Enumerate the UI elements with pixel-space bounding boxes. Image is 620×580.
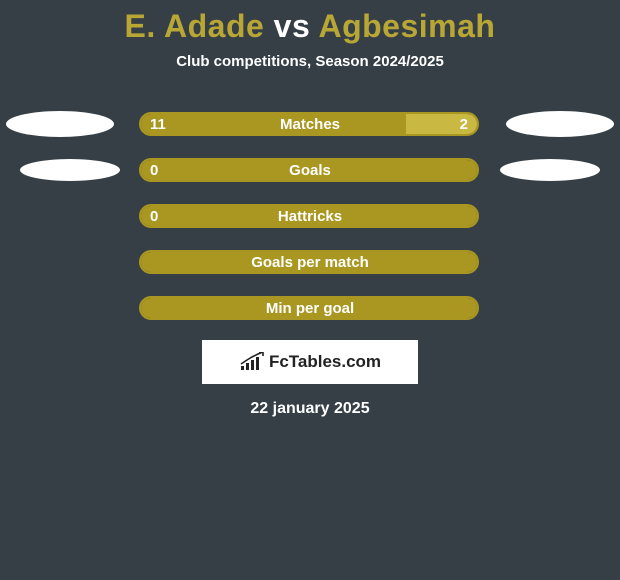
player-marker-right <box>506 111 614 137</box>
comparison-row: Goals per match <box>0 250 620 274</box>
subtitle: Club competitions, Season 2024/2025 <box>0 53 620 70</box>
comparison-row: 0 Goals <box>0 158 620 182</box>
value-left: 11 <box>150 116 166 133</box>
comparison-row: Min per goal <box>0 296 620 320</box>
player-marker-right <box>500 159 600 181</box>
value-left: 0 <box>150 162 158 179</box>
comparison-row: 11 2 Matches <box>0 112 620 136</box>
comparison-row: 0 Hattricks <box>0 204 620 228</box>
logo-box: FcTables.com <box>202 340 418 384</box>
metric-label: Matches <box>280 116 340 133</box>
chart-icon <box>239 352 265 372</box>
metric-label: Goals <box>289 162 331 179</box>
value-left: 0 <box>150 208 158 225</box>
player2-name: Agbesimah <box>318 8 495 44</box>
logo-text: FcTables.com <box>269 352 381 372</box>
bar-left-fill <box>141 114 406 134</box>
metric-label: Min per goal <box>266 300 354 317</box>
page-title: E. Adade vs Agbesimah <box>0 0 620 45</box>
metric-label: Hattricks <box>278 208 342 225</box>
comparison-rows: 11 2 Matches 0 Goals 0 Hattricks Goals per matc… <box>0 112 620 320</box>
date-text: 22 january 2025 <box>0 400 620 418</box>
value-right: 2 <box>460 116 468 133</box>
stats-card: E. Adade vs Agbesimah Club competitions,… <box>0 0 620 580</box>
player-marker-left <box>6 111 114 137</box>
player-marker-left <box>20 159 120 181</box>
vs-text: vs <box>274 8 311 44</box>
metric-label: Goals per match <box>251 254 369 271</box>
player1-name: E. Adade <box>125 8 265 44</box>
